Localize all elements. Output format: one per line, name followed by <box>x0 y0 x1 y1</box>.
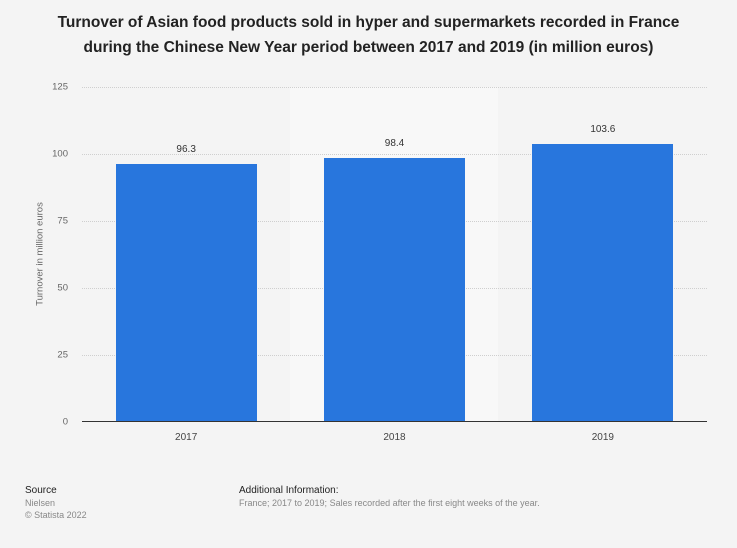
additional-info-heading: Additional Information: <box>239 485 339 496</box>
additional-info-block: Additional Information: France; 2017 to … <box>239 485 540 509</box>
value-label: 103.6 <box>590 124 616 136</box>
value-label: 98.4 <box>384 138 405 150</box>
y-tick-label: 0 <box>62 416 68 428</box>
copyright: © Statista 2022 <box>25 510 87 520</box>
plot-area: 0 25 50 75 100 125 96.3 2017 98.4 2018 103.6 2019 <box>52 82 707 443</box>
bar-2019[interactable] <box>532 144 674 422</box>
y-axis-label: Turnover in million euros <box>34 202 46 306</box>
y-tick-label: 75 <box>57 215 68 227</box>
y-tick-label: 100 <box>52 148 68 160</box>
x-axis-line <box>82 421 707 422</box>
chart-title-line-1: Turnover of Asian food products sold in … <box>57 14 680 31</box>
x-tick-label: 2018 <box>383 432 406 443</box>
chart-title: Turnover of Asian food products sold in … <box>0 10 737 60</box>
y-tick-label: 50 <box>57 282 68 294</box>
source-block: Source Nielsen © Statista 2022 <box>25 485 87 521</box>
bar-2017[interactable] <box>115 163 257 422</box>
source-heading: Source <box>25 485 57 496</box>
source-name[interactable]: Nielsen <box>25 498 56 508</box>
value-label: 96.3 <box>176 143 196 155</box>
x-tick-label: 2019 <box>591 432 614 443</box>
y-tick-label: 125 <box>52 81 68 93</box>
bar-2018[interactable] <box>324 158 465 422</box>
x-tick-label: 2017 <box>175 432 198 443</box>
additional-info-text: France; 2017 to 2019; Sales recorded aft… <box>239 498 540 508</box>
gridline <box>82 154 707 155</box>
gridline <box>82 87 707 88</box>
chart-title-line-2: during the Chinese New Year period betwe… <box>83 39 654 56</box>
y-tick-label: 25 <box>57 349 68 361</box>
